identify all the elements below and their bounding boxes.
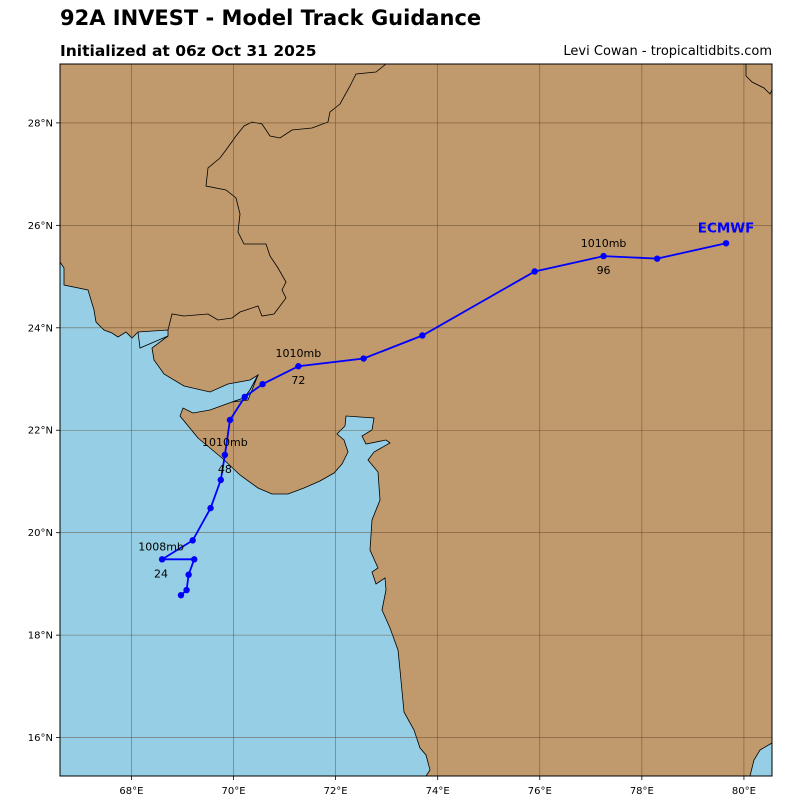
track-point (191, 556, 198, 563)
track-point (226, 416, 234, 424)
lon-tick-label: 80°E (732, 786, 756, 797)
track-point (295, 363, 302, 370)
border-line (137, 64, 772, 349)
lon-tick-label: 68°E (119, 786, 143, 797)
track-point (189, 537, 196, 544)
pressure-label: 1010mb (202, 436, 248, 449)
init-time: Initialized at 06z Oct 31 2025 (60, 42, 317, 60)
model-name-label: ECMWF (698, 220, 755, 236)
lat-tick-label: 16°N (28, 733, 53, 744)
forecast-hour-label: 72 (291, 374, 305, 387)
track-point (183, 586, 190, 594)
map-frame (59, 63, 773, 777)
track-point (207, 504, 214, 512)
lat-tick-label: 28°N (28, 118, 53, 129)
track-point (600, 252, 607, 260)
lon-tick-label: 74°E (426, 786, 450, 797)
track-point (241, 393, 248, 401)
forecast-hour-label: 96 (597, 264, 611, 277)
credit-text: Levi Cowan - tropicaltidbits.com (563, 44, 772, 59)
track-point (259, 380, 266, 388)
track-point (531, 268, 538, 275)
map-title: 92A INVEST - Model Track Guidance (60, 6, 482, 30)
map-area (60, 64, 772, 776)
track-point (653, 255, 661, 262)
lon-tick-label: 70°E (222, 786, 246, 797)
lon-tick-label: 78°E (630, 786, 654, 797)
pressure-label: 1010mb (276, 347, 322, 360)
pressure-label: 1010mb (581, 237, 627, 250)
forecast-hour-label: 48 (218, 463, 232, 476)
lat-lon-grid (60, 64, 772, 776)
model-track (158, 240, 730, 599)
axis-ticks: 68°E 70°E 72°E 74°E 76°E 78°E 80°E 16°N 18°N 20°N… (28, 118, 756, 797)
track-point (185, 571, 192, 578)
lat-tick-label: 18°N (28, 631, 53, 642)
track-point (177, 591, 185, 599)
lat-tick-label: 20°N (28, 528, 53, 539)
lon-tick-label: 72°E (324, 786, 348, 797)
pressure-label: 1008mb (138, 540, 184, 553)
forecast-hour-label: 24 (154, 567, 168, 580)
bay-of-bengal (749, 742, 772, 776)
track-labels: 1008mb 24 1010mb 48 1010mb 72 1010mb 96 ECMWF (138, 220, 754, 580)
track-point (158, 556, 166, 563)
track-point (419, 332, 426, 339)
lat-tick-label: 22°N (28, 426, 53, 437)
lon-tick-label: 76°E (528, 786, 552, 797)
track-point (360, 355, 367, 362)
track-point (217, 476, 224, 484)
track-point (221, 451, 229, 459)
track-point (722, 240, 730, 247)
lat-tick-label: 26°N (28, 221, 53, 232)
lat-tick-label: 24°N (28, 323, 53, 334)
